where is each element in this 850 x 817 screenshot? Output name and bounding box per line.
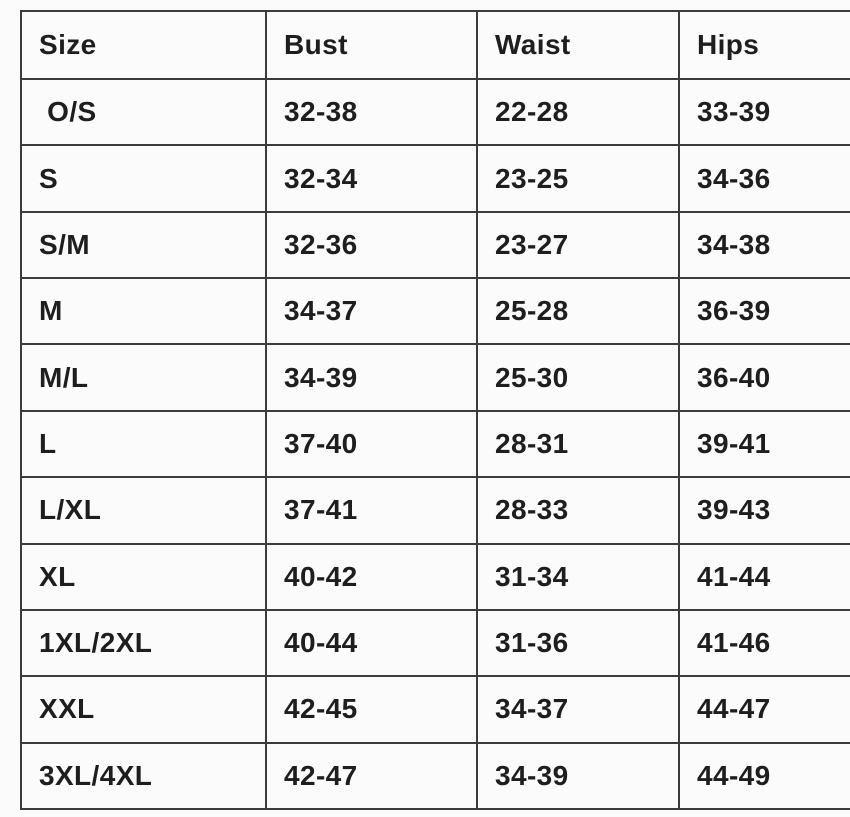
cell-size: S xyxy=(20,144,267,213)
cell-waist: 23-25 xyxy=(476,144,680,213)
cell-waist: 31-36 xyxy=(476,608,680,678)
cell-bust: 40-42 xyxy=(265,542,478,611)
cell-waist: 25-30 xyxy=(476,343,680,412)
cell-size: 1XL/2XL xyxy=(20,608,267,678)
table-row: M 34-37 25-28 36-39 xyxy=(20,277,850,346)
cell-size: M/L xyxy=(20,343,267,412)
table-row: S/M 32-36 23-27 34-38 xyxy=(20,210,850,280)
cell-size: XXL xyxy=(20,675,267,744)
column-header-hips: Hips xyxy=(678,10,850,80)
cell-waist: 23-27 xyxy=(476,210,680,280)
cell-size: L/XL xyxy=(20,476,267,545)
header-row: Size Bust Waist Hips xyxy=(20,10,850,80)
table-row: 3XL/4XL 42-47 34-39 44-49 xyxy=(20,741,850,811)
cell-size: L xyxy=(20,409,267,479)
cell-hips: 41-46 xyxy=(678,608,850,678)
table-row: L/XL 37-41 28-33 39-43 xyxy=(20,476,850,545)
cell-hips: 36-40 xyxy=(678,343,850,412)
cell-bust: 32-38 xyxy=(265,77,478,147)
table-row: S 32-34 23-25 34-36 xyxy=(20,144,850,213)
cell-bust: 34-39 xyxy=(265,343,478,412)
cell-size: O/S xyxy=(20,77,267,147)
cell-bust: 37-41 xyxy=(265,476,478,545)
column-header-bust: Bust xyxy=(265,10,478,80)
table-row: O/S 32-38 22-28 33-39 xyxy=(20,77,850,147)
table-row: XL 40-42 31-34 41-44 xyxy=(20,542,850,611)
cell-hips: 41-44 xyxy=(678,542,850,611)
cell-waist: 31-34 xyxy=(476,542,680,611)
cell-hips: 36-39 xyxy=(678,277,850,346)
cell-waist: 28-33 xyxy=(476,476,680,545)
cell-bust: 34-37 xyxy=(265,277,478,346)
cell-hips: 39-43 xyxy=(678,476,850,545)
cell-bust: 32-36 xyxy=(265,210,478,280)
cell-hips: 33-39 xyxy=(678,77,850,147)
size-chart: Size Bust Waist Hips O/S 32-38 22-28 33-… xyxy=(20,10,850,814)
column-header-waist: Waist xyxy=(476,10,680,80)
cell-waist: 34-39 xyxy=(476,741,680,811)
cell-hips: 34-38 xyxy=(678,210,850,280)
cell-hips: 44-49 xyxy=(678,741,850,811)
cell-size: S/M xyxy=(20,210,267,280)
table-row: XXL 42-45 34-37 44-47 xyxy=(20,675,850,744)
cell-bust: 42-45 xyxy=(265,675,478,744)
size-chart-table: Size Bust Waist Hips O/S 32-38 22-28 33-… xyxy=(20,10,850,811)
cell-waist: 25-28 xyxy=(476,277,680,346)
cell-size: 3XL/4XL xyxy=(20,741,267,811)
cell-size: M xyxy=(20,277,267,346)
column-header-size: Size xyxy=(20,10,267,80)
table-row: L 37-40 28-31 39-41 xyxy=(20,409,850,479)
cell-bust: 42-47 xyxy=(265,741,478,811)
cell-bust: 37-40 xyxy=(265,409,478,479)
cell-hips: 44-47 xyxy=(678,675,850,744)
cell-bust: 32-34 xyxy=(265,144,478,213)
cell-waist: 28-31 xyxy=(476,409,680,479)
cell-hips: 34-36 xyxy=(678,144,850,213)
cell-waist: 34-37 xyxy=(476,675,680,744)
cell-waist: 22-28 xyxy=(476,77,680,147)
table-row: M/L 34-39 25-30 36-40 xyxy=(20,343,850,412)
table-row: 1XL/2XL 40-44 31-36 41-46 xyxy=(20,608,850,678)
cell-size: XL xyxy=(20,542,267,611)
cell-hips: 39-41 xyxy=(678,409,850,479)
cell-bust: 40-44 xyxy=(265,608,478,678)
